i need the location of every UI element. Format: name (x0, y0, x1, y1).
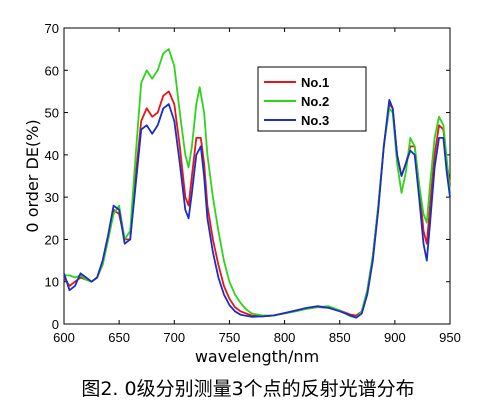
x-tick-label: 800 (274, 330, 296, 345)
y-tick-labels: 0 10 20 30 40 50 60 70 (45, 21, 59, 332)
y-tick-label: 70 (45, 21, 59, 36)
x-tick-label: 700 (163, 330, 185, 345)
x-axis-label: wavelength/nm (195, 347, 319, 366)
x-tick-label: 650 (108, 330, 130, 345)
legend: No.1 No.2 No.3 (257, 66, 367, 132)
plot-frame (63, 27, 451, 325)
y-tick-label: 20 (45, 232, 59, 247)
x-tick-labels: 600 650 700 750 800 850 900 950 (53, 330, 461, 345)
legend-label: No.2 (301, 94, 329, 109)
tick-marks (63, 27, 451, 325)
chart: 600 650 700 750 800 850 900 950 0 10 20 30 40 50 60 70… (23, 21, 461, 366)
series-line-no2 (64, 48, 451, 319)
y-tick-label: 50 (45, 106, 59, 121)
x-tick-label: 900 (384, 330, 406, 345)
y-tick-label: 60 (45, 63, 59, 78)
y-tick-label: 40 (45, 148, 59, 163)
x-tick-label: 850 (329, 330, 351, 345)
x-tick-label: 950 (439, 330, 461, 345)
y-tick-label: 10 (45, 275, 59, 290)
figure-caption: 图2. 0级分别测量3个点的反射光谱分布 (81, 378, 415, 400)
y-tick-label: 0 (52, 317, 59, 332)
y-axis-label: 0 order DE(%) (23, 119, 42, 232)
y-tick-label: 30 (45, 190, 59, 205)
x-tick-label: 750 (219, 330, 241, 345)
legend-label: No.3 (301, 113, 329, 128)
legend-label: No.1 (301, 75, 329, 90)
series-line-no3 (63, 99, 451, 319)
x-tick-label: 600 (53, 330, 75, 345)
series-lines (63, 48, 451, 319)
